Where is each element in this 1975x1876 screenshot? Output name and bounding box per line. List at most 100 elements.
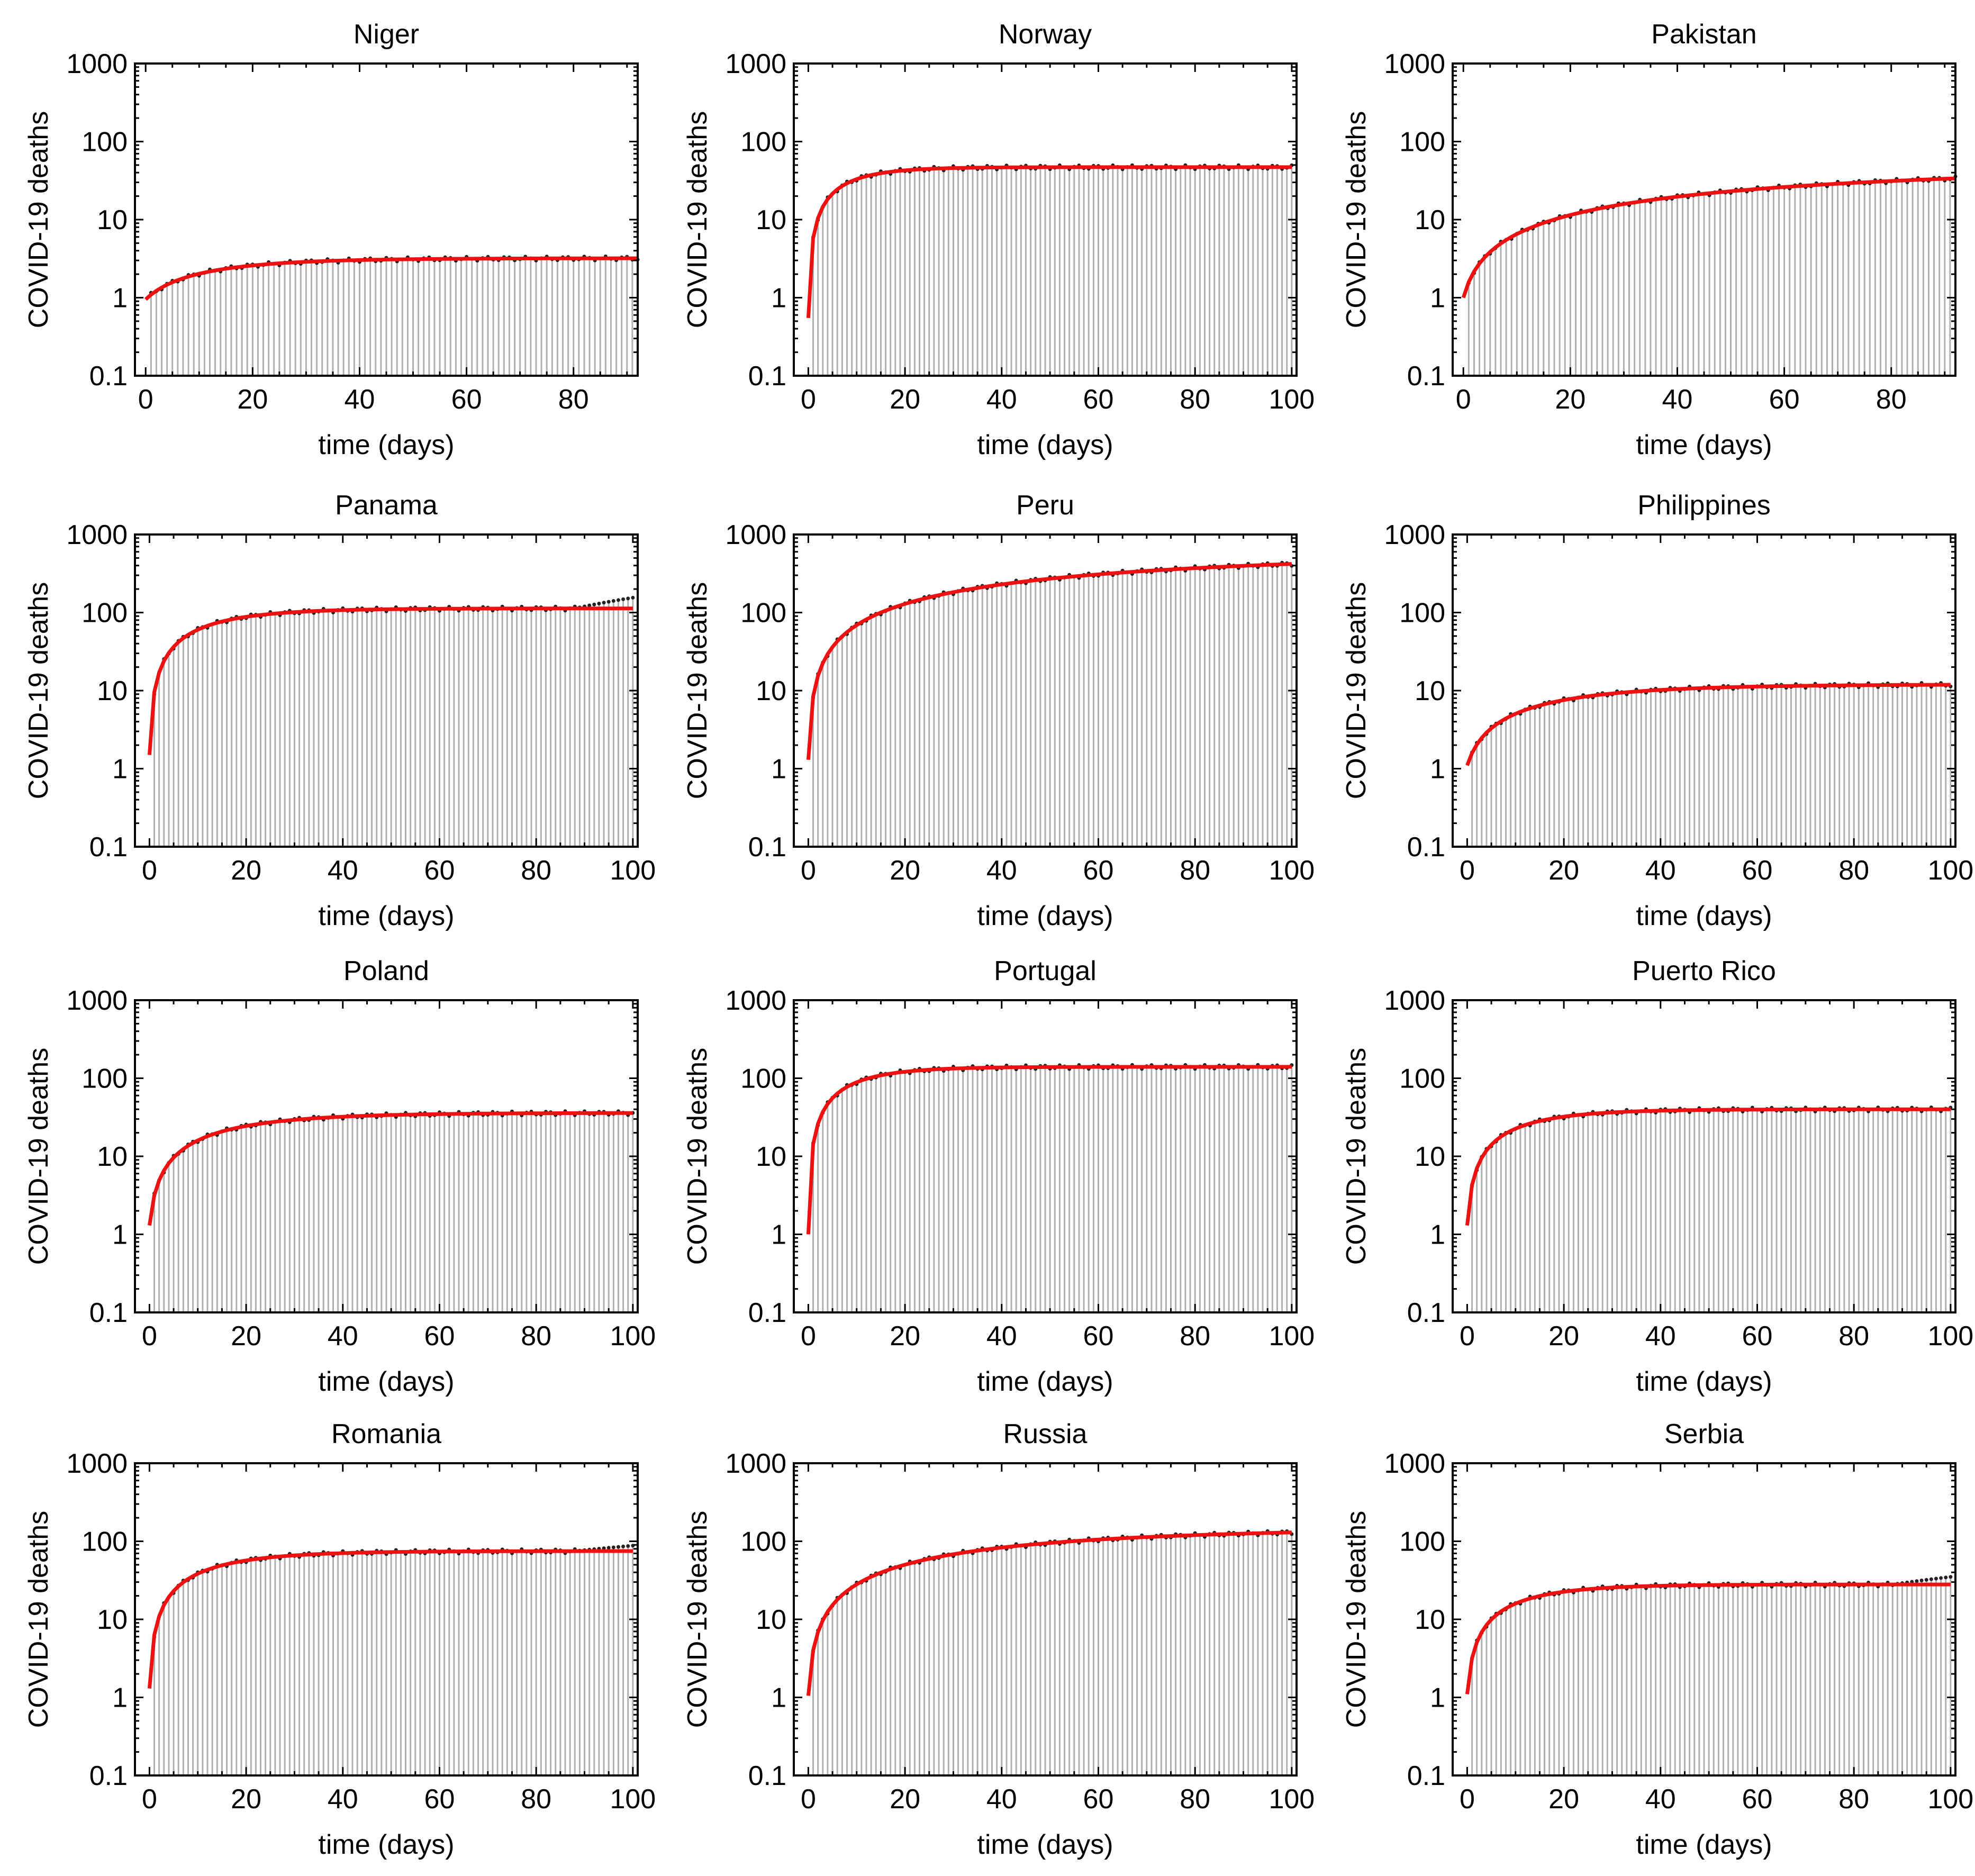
point-day-94 [602, 601, 606, 605]
x-axis-label: time (days) [318, 1829, 454, 1860]
x-tick-label: 0 [138, 384, 153, 415]
x-ticks [807, 534, 1293, 847]
y-tick-label: 0.1 [89, 1761, 128, 1791]
y-tick-label: 1000 [66, 985, 128, 1016]
fit-curve [1461, 176, 1956, 298]
x-axis-label: time (days) [1636, 1829, 1772, 1860]
y-ticks [1453, 999, 1955, 1313]
x-ticks [1462, 64, 1946, 376]
point-series [1470, 1105, 1953, 1188]
x-tick-label: 100 [1269, 384, 1315, 415]
x-tick-label: 60 [1742, 1321, 1773, 1352]
y-tick-label: 100 [740, 127, 786, 158]
x-tick-label: 20 [237, 384, 268, 415]
x-tick-label: 60 [1083, 1784, 1114, 1815]
fit-curve [144, 256, 638, 301]
x-axis-label: time (days) [318, 901, 454, 931]
bar-series [1471, 683, 1952, 847]
bar-series [1471, 1107, 1952, 1312]
x-tick-label: 20 [890, 384, 920, 415]
x-tick-label: 100 [1269, 1321, 1315, 1352]
y-tick-label: 100 [1399, 598, 1445, 629]
fit-curve [147, 606, 633, 755]
y-tick-label: 1 [112, 1683, 128, 1714]
point-day-97 [1934, 1576, 1938, 1581]
chart-title: Pakistan [1651, 19, 1756, 50]
x-tick-label: 20 [231, 855, 261, 886]
y-ticks [1453, 62, 1955, 377]
point-day-95 [1924, 1578, 1928, 1582]
y-tick-label: 1 [1430, 1683, 1445, 1714]
x-tick-label: 0 [142, 1784, 157, 1815]
y-tick-label: 10 [1415, 205, 1445, 235]
fit-curve [1465, 683, 1951, 766]
y-tick-label: 1000 [725, 520, 786, 550]
point-day-97 [616, 1545, 620, 1549]
y-tick-label: 1000 [66, 49, 128, 79]
y-axis-label: COVID-19 deaths [682, 111, 713, 328]
y-tick-label: 0.1 [1407, 832, 1445, 863]
x-tick-label: 80 [1180, 1784, 1210, 1815]
bar-series [150, 256, 639, 376]
y-ticks [135, 62, 638, 377]
point-series [152, 1109, 635, 1195]
x-tick-label: 0 [801, 1321, 816, 1352]
y-tick-label: 10 [756, 1141, 786, 1172]
x-tick-label: 0 [1460, 1784, 1475, 1815]
y-ticks [794, 1462, 1297, 1777]
x-tick-label: 60 [424, 855, 455, 886]
x-tick-label: 0 [801, 1784, 816, 1815]
chart-poland: Poland 0.1 1 10 100 1000 0 20 40 60 80 100 time (day… [23, 956, 656, 1397]
chart-pakistan: Pakistan 0.1 1 10 100 1000 0 20 40 60 80 time (days… [1341, 19, 1958, 460]
chart-title: Serbia [1664, 1419, 1744, 1449]
x-tick-label: 60 [1769, 384, 1800, 415]
y-tick-label: 1 [112, 754, 128, 785]
x-tick-label: 80 [1876, 384, 1907, 415]
x-tick-label: 60 [1742, 855, 1773, 886]
point-day-98 [621, 597, 626, 601]
x-ticks [144, 64, 628, 376]
x-tick-label: 40 [1662, 384, 1693, 415]
y-axis-label: COVID-19 deaths [1341, 111, 1372, 328]
y-tick-label: 100 [740, 598, 786, 629]
y-ticks [794, 533, 1297, 848]
y-tick-label: 1 [771, 754, 786, 785]
chart-norway: Norway 0.1 1 10 100 1000 0 20 40 60 80 100 time (day… [682, 19, 1315, 460]
chart-panama: Panama 0.1 1 10 100 1000 0 20 40 60 80 100 time (day… [23, 490, 656, 931]
fit-curve [1465, 1107, 1951, 1226]
point-day-95 [606, 600, 611, 604]
y-axis-label: COVID-19 deaths [23, 111, 54, 328]
x-axis-label: time (days) [1636, 1366, 1772, 1397]
y-tick-label: 100 [740, 1064, 786, 1094]
y-ticks [135, 533, 638, 848]
x-tick-label: 20 [231, 1784, 261, 1815]
x-ticks [148, 1000, 634, 1312]
chart-puerto-rico: Puerto Rico 0.1 1 10 100 1000 0 20 40 60 80 100 time… [1341, 956, 1973, 1397]
point-series [811, 163, 1294, 239]
bar-series [1471, 1576, 1952, 1775]
x-tick-label: 100 [1269, 1784, 1315, 1815]
point-day-93 [597, 601, 601, 605]
y-tick-label: 100 [81, 127, 128, 158]
x-tick-label: 20 [1548, 1321, 1579, 1352]
point-day-93 [1915, 1579, 1919, 1583]
y-ticks [135, 999, 638, 1313]
x-tick-label: 0 [1460, 1321, 1475, 1352]
chart-title: Panama [335, 490, 438, 521]
x-ticks [148, 1463, 634, 1775]
chart-romania: Romania 0.1 1 10 100 1000 0 20 40 60 80 100 time (da… [23, 1419, 656, 1860]
x-tick-label: 20 [890, 1321, 920, 1352]
point-day-99 [626, 596, 630, 601]
y-tick-label: 10 [756, 676, 786, 706]
point-day-99 [1944, 1575, 1948, 1580]
y-tick-label: 1000 [1384, 520, 1445, 550]
y-tick-label: 1000 [1384, 985, 1445, 1016]
x-tick-label: 40 [986, 1784, 1017, 1815]
y-tick-label: 0.1 [1407, 1298, 1445, 1328]
y-tick-label: 0.1 [748, 1761, 786, 1791]
y-tick-label: 0.1 [748, 361, 786, 392]
y-tick-label: 100 [81, 1527, 128, 1557]
point-day-96 [611, 599, 615, 603]
x-ticks [148, 534, 634, 847]
y-tick-label: 1000 [725, 985, 786, 1016]
